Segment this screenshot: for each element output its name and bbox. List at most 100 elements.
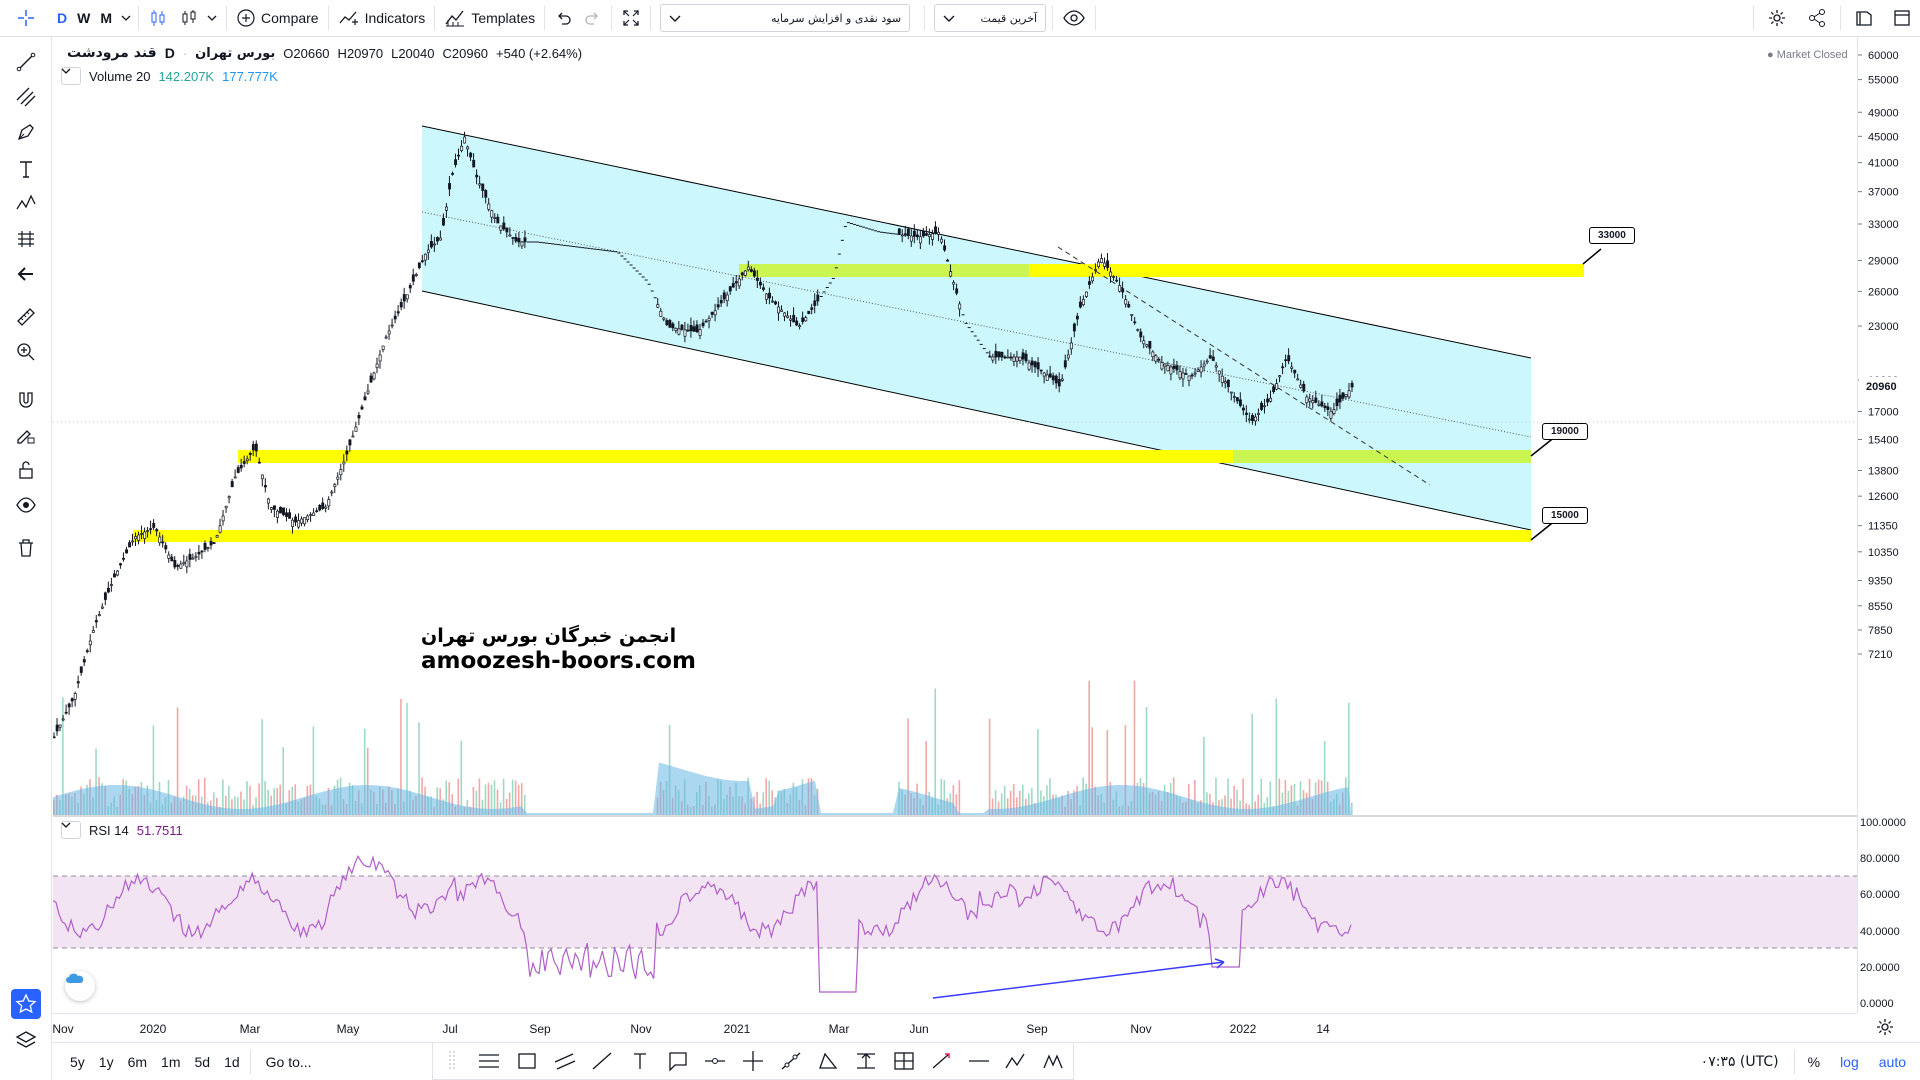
range-1y[interactable]: 1y: [98, 1053, 114, 1070]
pattern-tool[interactable]: [11, 188, 41, 218]
chevron-down-icon[interactable]: [117, 13, 135, 23]
candle-body: [771, 300, 774, 303]
range-5y[interactable]: 5y: [70, 1053, 85, 1070]
horizontal-ray-tool[interactable]: [700, 1046, 730, 1076]
brand-logo[interactable]: [65, 971, 95, 1001]
drag-handle[interactable]: [437, 1046, 467, 1076]
time-axis[interactable]: Nov 2020 Mar May Jul Sep Nov 2021 Mar Jun Sep Nov 20…: [52, 1013, 1857, 1042]
candle-body: [1202, 363, 1206, 367]
axis-settings-button[interactable]: [1875, 1017, 1895, 1040]
drawing-toolbar: [0, 37, 52, 1080]
volume-bar: [366, 747, 369, 815]
zone-15000[interactable]: [133, 530, 1531, 542]
share-button[interactable]: [1797, 0, 1837, 37]
layout-button[interactable]: [1884, 0, 1920, 37]
zoom-tool[interactable]: [11, 337, 41, 367]
zone-19000[interactable]: [238, 450, 1531, 463]
hide-toolbar-button[interactable]: [11, 259, 41, 289]
ray-tool[interactable]: [926, 1046, 956, 1076]
callout-tool[interactable]: [663, 1046, 693, 1076]
candle-body: [239, 465, 243, 469]
horizontal-line-tool[interactable]: [964, 1046, 994, 1076]
price-candles[interactable]: [53, 131, 1354, 739]
horizontal-lines-tool[interactable]: [474, 1046, 504, 1076]
date-price-range-tool[interactable]: [889, 1046, 919, 1076]
tag-15000[interactable]: 15000: [1542, 507, 1588, 524]
trend-line-tool[interactable]: [587, 1046, 617, 1076]
templates-button[interactable]: Templates: [438, 0, 541, 37]
volume-legend[interactable]: Volume 20 142.207K 177.777K: [61, 67, 278, 85]
collapse-rsi-button[interactable]: [61, 821, 81, 839]
price-axis-canvas[interactable]: 60000 55000 49000 45000 41000 37000 33000 29000…: [1858, 37, 1920, 1013]
tag-19000[interactable]: 19000: [1542, 423, 1588, 440]
rectangle-tool[interactable]: [512, 1046, 542, 1076]
pitchfork-tool[interactable]: [11, 82, 41, 112]
log-scale-toggle[interactable]: log: [1840, 1053, 1859, 1070]
study-dropdown[interactable]: سود نقدی و افزایش سرمایه: [660, 4, 911, 32]
path-tool[interactable]: [813, 1046, 843, 1076]
object-tree-button[interactable]: [11, 1025, 41, 1055]
volume-bar: [197, 779, 200, 815]
bar-style-button[interactable]: [174, 0, 223, 37]
candle-body: [952, 282, 956, 285]
crosshair-cursor-button[interactable]: [0, 0, 52, 37]
candle-body: [1217, 370, 1221, 375]
chart-canvas[interactable]: [53, 37, 1857, 1013]
snapshot-button[interactable]: [1844, 0, 1884, 37]
xabcd-pattern-tool[interactable]: [1039, 1046, 1069, 1076]
percent-scale-toggle[interactable]: %: [1807, 1053, 1821, 1070]
trend-line-tool[interactable]: [11, 47, 41, 77]
hide-drawings-tool[interactable]: [11, 490, 41, 520]
text-tool[interactable]: [625, 1046, 655, 1076]
prediction-tool[interactable]: [11, 224, 41, 254]
candles-style-button[interactable]: [142, 0, 174, 37]
range-1m[interactable]: 1m: [161, 1053, 181, 1070]
price-range-tool[interactable]: [851, 1046, 881, 1076]
time-tick-label: Mar: [239, 1022, 261, 1036]
brush-tool[interactable]: [11, 117, 41, 147]
interval-month[interactable]: M: [100, 10, 113, 26]
lock-drawings-tool[interactable]: [11, 455, 41, 485]
interval-week[interactable]: W: [77, 10, 91, 26]
divergence-arrow[interactable]: [932, 961, 1225, 999]
extended-line-tool[interactable]: [776, 1046, 806, 1076]
stay-in-drawing-mode-tool[interactable]: [11, 420, 41, 450]
descending-channel[interactable]: [422, 126, 1531, 530]
goto-button[interactable]: Go to...: [265, 1053, 312, 1070]
magnet-tool[interactable]: [11, 385, 41, 415]
channel-upper-line[interactable]: [421, 125, 1532, 359]
collapse-legend-button[interactable]: [61, 67, 81, 85]
cross-line-tool[interactable]: [738, 1046, 768, 1076]
favorites-button[interactable]: [11, 989, 41, 1019]
volume-bar: [490, 784, 493, 815]
candle-body: [680, 324, 684, 330]
remove-drawings-tool[interactable]: [11, 533, 41, 563]
visibility-button[interactable]: [1056, 0, 1092, 37]
tag-33000[interactable]: 33000: [1589, 227, 1635, 244]
price-source-dropdown[interactable]: آخرین قیمت: [934, 4, 1047, 32]
clock-display[interactable]: ۰۷:۳۵ (UTC): [1700, 1053, 1779, 1070]
range-1d[interactable]: 1d: [224, 1053, 240, 1070]
channel-median-line[interactable]: [421, 211, 1532, 438]
settings-button[interactable]: [1757, 0, 1797, 37]
range-6m[interactable]: 6m: [127, 1053, 148, 1070]
symbol-legend[interactable]: قند مرودشت D · بورس تهران O20660 H20970 …: [67, 45, 582, 61]
chart-area[interactable]: قند مرودشت D · بورس تهران O20660 H20970 …: [53, 37, 1857, 1013]
divider: [226, 6, 228, 30]
rsi-legend[interactable]: RSI 14 51.7511: [61, 821, 183, 839]
undo-button[interactable]: [548, 0, 578, 37]
price-axis[interactable]: 60000 55000 49000 45000 41000 37000 33000 29000…: [1857, 37, 1920, 1013]
interval-day[interactable]: D: [57, 10, 68, 26]
redo-button[interactable]: [578, 0, 608, 37]
text-tool[interactable]: [11, 154, 41, 184]
channel-lower-line[interactable]: [421, 290, 1532, 531]
measure-tool[interactable]: [11, 302, 41, 332]
compare-button[interactable]: Compare: [230, 0, 325, 37]
rsi-line[interactable]: [53, 854, 1352, 993]
fullscreen-button[interactable]: [615, 0, 647, 37]
auto-scale-toggle[interactable]: auto: [1878, 1053, 1906, 1070]
abcd-pattern-tool[interactable]: [1001, 1046, 1031, 1076]
range-5d[interactable]: 5d: [194, 1053, 211, 1070]
indicators-button[interactable]: Indicators: [332, 0, 432, 37]
parallel-channel-tool[interactable]: [550, 1046, 580, 1076]
